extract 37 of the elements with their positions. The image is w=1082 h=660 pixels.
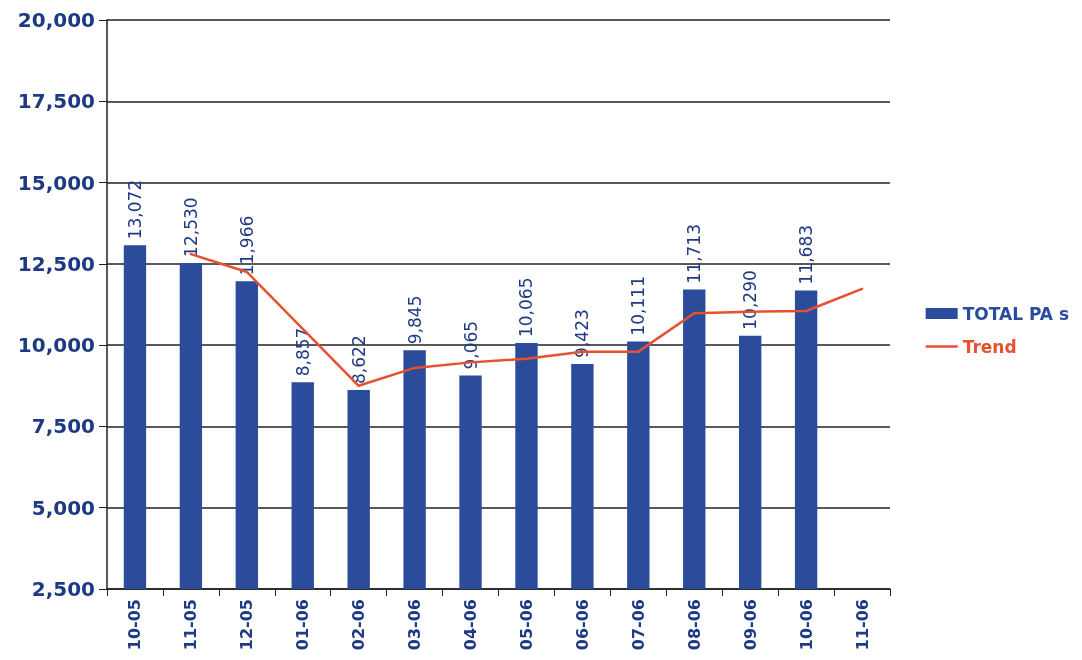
legend-label: TOTAL PA s — [962, 303, 1069, 324]
x-tick-label: 01-06 — [293, 599, 313, 651]
x-tick-label: 09-06 — [740, 599, 760, 651]
data-label: 10,065 — [516, 277, 537, 338]
x-tick-label: 08-06 — [684, 599, 704, 651]
data-label: 10,290 — [740, 270, 761, 330]
data-label: 8,857 — [292, 327, 313, 377]
legend-label: Trend — [962, 336, 1017, 357]
data-label: 11,713 — [684, 223, 705, 284]
x-tick-label: 12-05 — [237, 599, 257, 651]
data-label: 9,065 — [460, 320, 481, 370]
x-tick-label: 10-06 — [796, 599, 816, 651]
data-label: 9,423 — [572, 309, 593, 358]
data-label: 10,111 — [628, 276, 649, 336]
x-tick-label: 10-05 — [125, 599, 145, 651]
x-tick-label: 07-06 — [628, 599, 648, 651]
data-label: 11,683 — [796, 224, 817, 285]
y-tick-label: 7,500 — [31, 414, 95, 439]
data-label: 12,530 — [180, 197, 201, 257]
x-tick-label: 11-06 — [852, 599, 872, 651]
x-tick-label: 11-05 — [181, 599, 201, 651]
data-label: 9,845 — [404, 295, 425, 345]
x-tick-label: 06-06 — [572, 599, 592, 651]
y-tick-label: 12,500 — [17, 251, 95, 276]
x-tick-label: 02-06 — [349, 599, 369, 651]
data-label: 13,072 — [124, 179, 145, 240]
x-tick-label: 03-06 — [405, 599, 425, 651]
y-tick-label: 10,000 — [17, 333, 95, 358]
y-tick-label: 5,000 — [31, 495, 95, 520]
data-label: 8,622 — [348, 335, 369, 384]
y-tick-label: 15,000 — [17, 170, 95, 195]
x-tick-label: 04-06 — [461, 599, 481, 651]
x-tick-label: 05-06 — [516, 599, 536, 651]
y-tick-label: 17,500 — [17, 89, 95, 114]
y-tick-label: 20,000 — [17, 8, 95, 32]
data-label: 11,966 — [236, 215, 257, 276]
y-tick-label: 2,500 — [31, 577, 95, 601]
